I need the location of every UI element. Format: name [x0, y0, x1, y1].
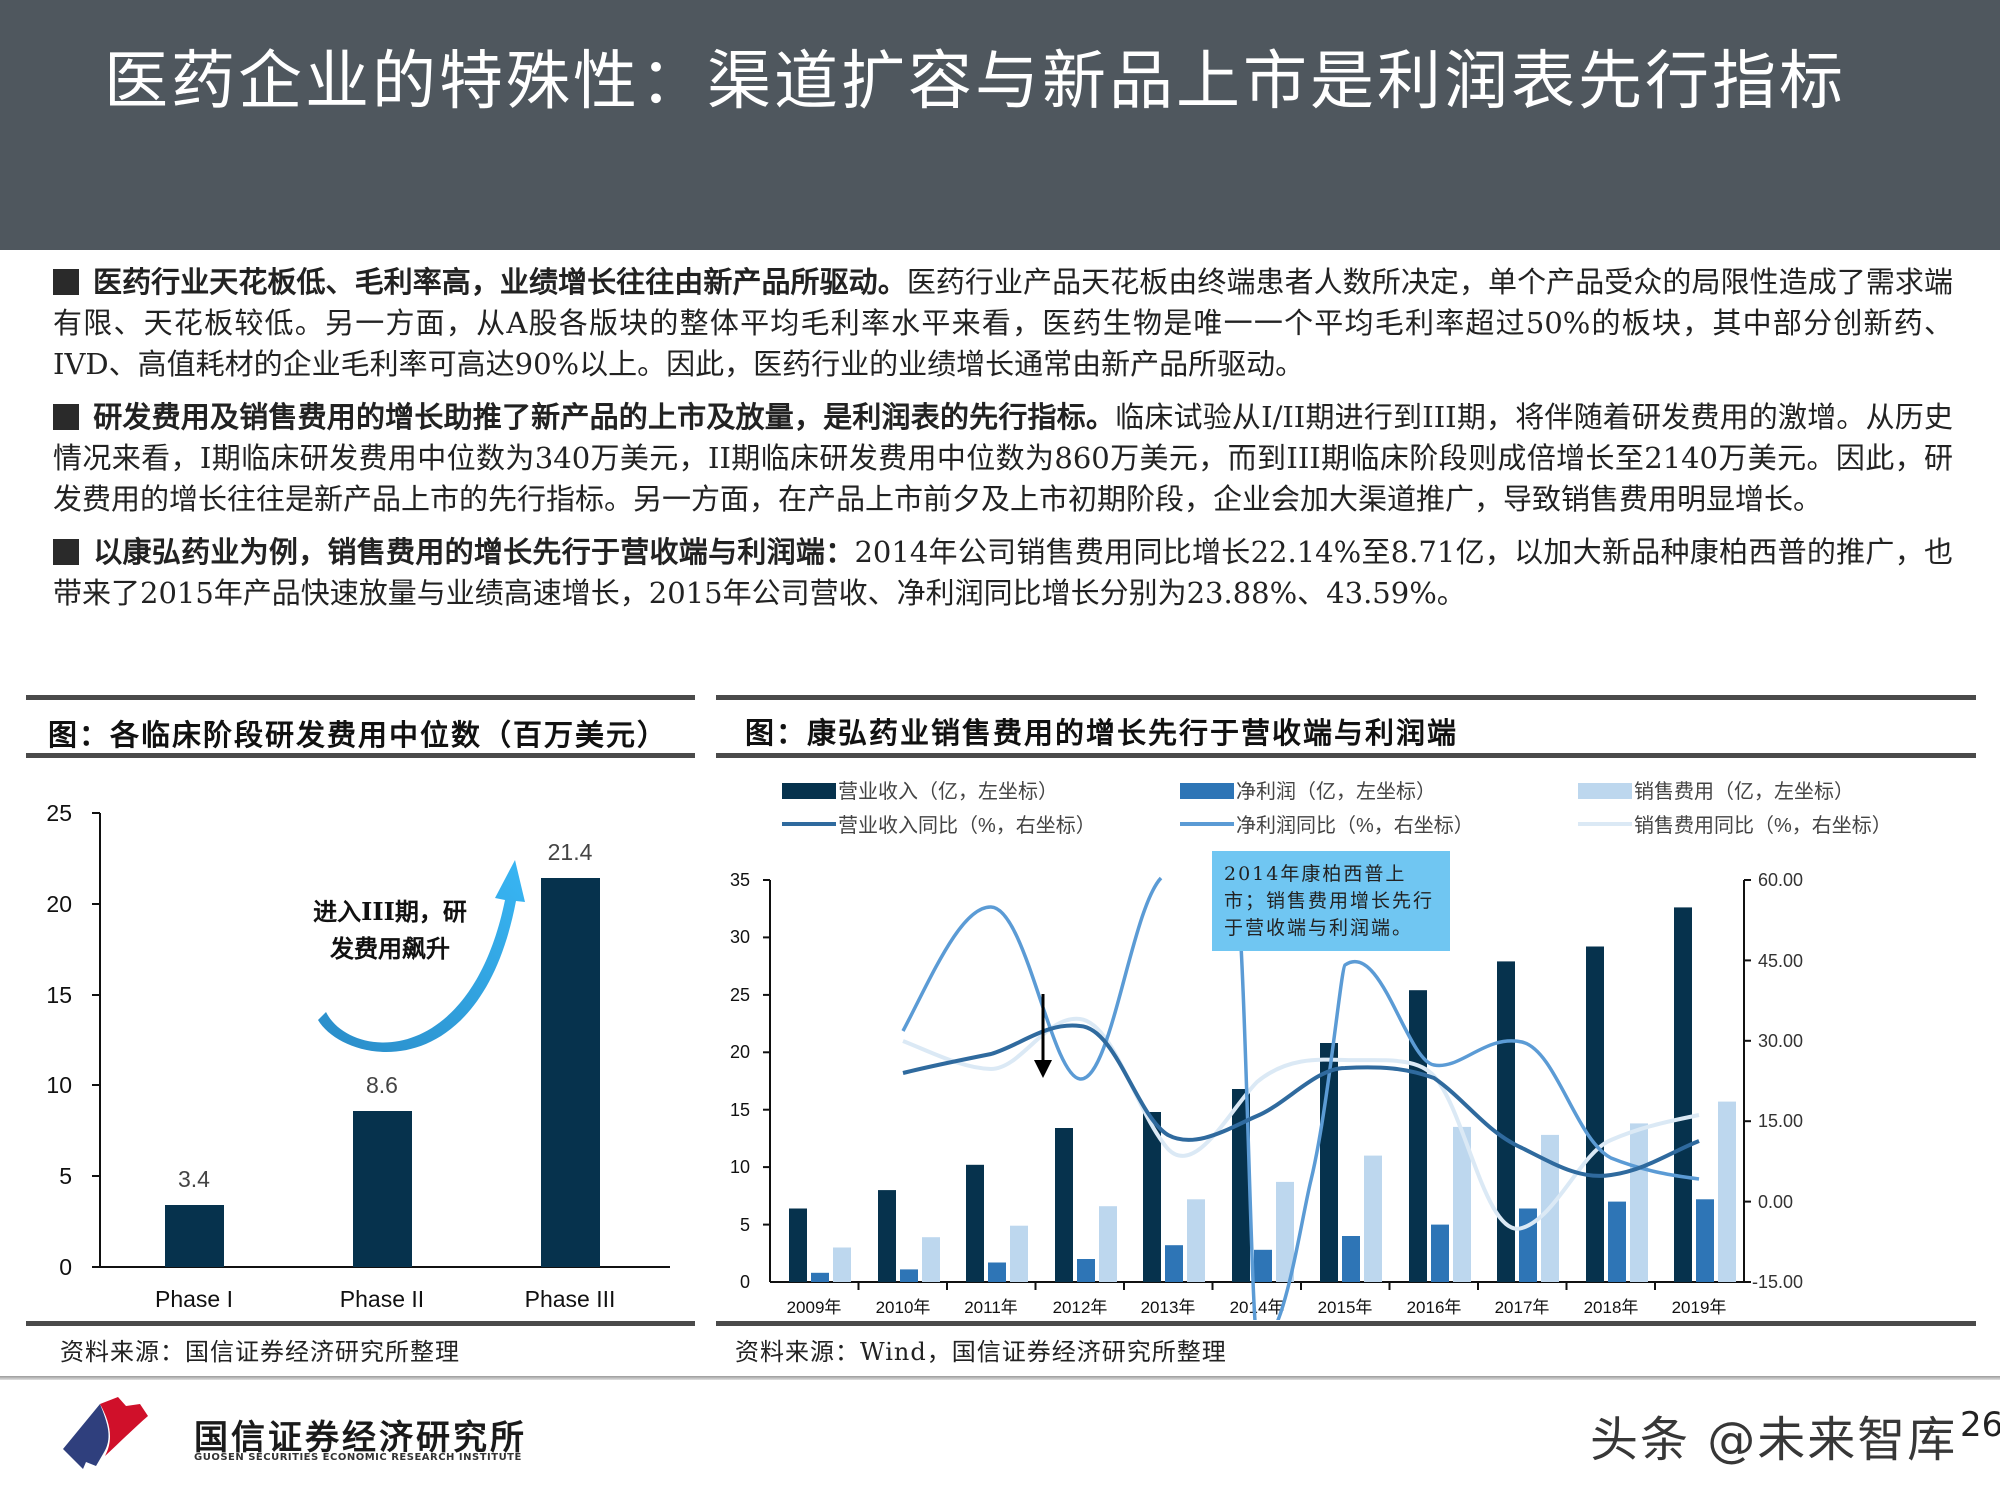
svg-text:2012年: 2012年 [1053, 1298, 1108, 1317]
rd-cost-bar-chart: 25 20 15 10 5 0 3.4 8.6 21.4 Phase I Pha… [46, 800, 670, 1312]
net-profit-yoy-line [901, 874, 1700, 1320]
square-bullet-icon [53, 539, 79, 565]
down-arrow-icon [1034, 994, 1052, 1078]
svg-text:2013年: 2013年 [1141, 1298, 1196, 1317]
paragraph-body: 医药行业产品天花板由终端患者人数所决定，单个产品受众的局限性造成了需求端有限、天… [53, 265, 1953, 381]
svg-text:-15.00: -15.00 [1752, 1272, 1803, 1292]
svg-text:5: 5 [59, 1163, 72, 1189]
left-panel-title-rule [26, 753, 695, 758]
right-y-axis [1743, 879, 1751, 1283]
watermark: 头条 @未来智库 [1590, 1412, 1958, 1468]
svg-text:30.00: 30.00 [1758, 1031, 1803, 1051]
svg-text:35: 35 [730, 870, 750, 890]
x-tick-labels: Phase I Phase II Phase III [155, 1286, 615, 1312]
svg-text:Phase III: Phase III [525, 1286, 616, 1312]
bar-phase-1 [165, 1205, 224, 1267]
paragraph-lead: 研发费用及销售费用的增长助推了新产品的上市及放量，是利润表的先行指标。 [93, 400, 1116, 434]
svg-text:2015年: 2015年 [1318, 1298, 1373, 1317]
bars [165, 878, 600, 1267]
svg-text:销售费用（亿，左坐标）: 销售费用（亿，左坐标） [1634, 780, 1854, 803]
svg-text:2016年: 2016年 [1407, 1298, 1462, 1317]
kanghong-combo-chart: 营业收入（亿，左坐标） 净利润（亿，左坐标） 销售费用（亿，左坐标） 营业收入同… [730, 780, 1892, 1320]
svg-text:营业收入同比（%，右坐标）: 营业收入同比（%，右坐标） [838, 814, 1096, 837]
svg-text:2018年: 2018年 [1584, 1298, 1639, 1317]
right-source-note: 资料来源：Wind，国信证券经济研究所整理 [735, 1338, 1227, 1366]
arrow-annotation-line2: 发费用飙升 [329, 934, 450, 963]
slide-header: 医药企业的特殊性：渠道扩容与新品上市是利润表先行指标 [0, 0, 2000, 250]
svg-text:2010年: 2010年 [876, 1298, 931, 1317]
svg-text:15.00: 15.00 [1758, 1111, 1803, 1131]
paragraph-lead: 医药行业天花板低、毛利率高，业绩增长往往由新产品所驱动。 [93, 265, 907, 299]
arrow-annotation-line1: 进入III期，研 [313, 897, 467, 926]
x-ticks [857, 1282, 1656, 1290]
logo-text-en: GUOSEN SECURITIES ECONOMIC RESEARCH INST… [194, 1452, 522, 1463]
right-panel-title-rule [716, 753, 1976, 758]
svg-text:60.00: 60.00 [1758, 870, 1803, 890]
data-labels: 3.4 8.6 21.4 [178, 839, 593, 1192]
paragraph-3: 以康弘药业为例，销售费用的增长先行于营收端与利润端：2014年公司销售费用同比增… [53, 532, 1953, 614]
svg-text:2019年: 2019年 [1672, 1298, 1727, 1317]
svg-text:2011年: 2011年 [964, 1298, 1018, 1317]
svg-text:45.00: 45.00 [1758, 951, 1803, 971]
svg-text:营业收入（亿，左坐标）: 营业收入（亿，左坐标） [838, 780, 1058, 803]
left-panel-top-rule [26, 695, 695, 700]
right-panel-top-rule [716, 695, 1976, 700]
left-y-tick-labels: 35 30 25 20 15 10 5 0 [730, 870, 750, 1292]
right-y-tick-labels: 60.00 45.00 30.00 15.00 0.00 -15.00 [1752, 870, 1803, 1292]
svg-text:2014年: 2014年 [1230, 1298, 1285, 1317]
svg-text:Phase II: Phase II [340, 1286, 424, 1312]
svg-text:8.6: 8.6 [366, 1072, 398, 1098]
left-panel-bottom-rule [26, 1321, 695, 1326]
paragraph-body: 临床试验从I/II期进行到III期，将伴随着研发费用的激增。从历史情况来看，I期… [53, 400, 1953, 516]
page-title: 医药企业的特殊性：渠道扩容与新品上市是利润表先行指标 [104, 45, 1846, 119]
svg-text:0: 0 [740, 1272, 750, 1292]
svg-text:10: 10 [46, 1072, 72, 1098]
paragraph-2: 研发费用及销售费用的增长助推了新产品的上市及放量，是利润表的先行指标。临床试验从… [53, 397, 1953, 520]
svg-text:2009年: 2009年 [787, 1298, 842, 1317]
page-number: 26 [1960, 1405, 2000, 1445]
paragraph-1: 医药行业天花板低、毛利率高，业绩增长往往由新产品所驱动。医药行业产品天花板由终端… [53, 262, 1953, 385]
right-chart-title: 图：康弘药业销售费用的增长先行于营收端与利润端 [745, 716, 1459, 750]
revenue-yoy-line [902, 1023, 1700, 1178]
svg-text:25: 25 [730, 985, 750, 1005]
sales-expense-bars [833, 1101, 1736, 1282]
svg-text:净利润（亿，左坐标）: 净利润（亿，左坐标） [1236, 780, 1436, 803]
svg-text:2017年: 2017年 [1495, 1298, 1550, 1317]
svg-text:5: 5 [740, 1215, 750, 1235]
svg-text:25: 25 [46, 800, 72, 826]
left-source-note: 资料来源：国信证券经济研究所整理 [60, 1338, 460, 1366]
svg-text:15: 15 [46, 982, 72, 1008]
svg-text:净利润同比（%，右坐标）: 净利润同比（%，右坐标） [1236, 814, 1474, 837]
svg-text:0.00: 0.00 [1758, 1192, 1793, 1212]
legend: 营业收入（亿，左坐标） 净利润（亿，左坐标） 销售费用（亿，左坐标） 营业收入同… [782, 780, 1892, 837]
logo-text-cn: 国信证券经济研究所 [194, 1418, 527, 1458]
paragraph-lead: 以康弘药业为例，销售费用的增长先行于营收端与利润端： [93, 535, 855, 569]
svg-text:20: 20 [730, 1042, 750, 1062]
svg-text:20: 20 [46, 891, 72, 917]
footer-divider [0, 1376, 2000, 1380]
left-chart-title: 图：各临床阶段研发费用中位数（百万美元） [48, 718, 669, 752]
square-bullet-icon [53, 404, 79, 430]
svg-text:3.4: 3.4 [178, 1166, 210, 1192]
annotation-callout: 2014年康柏西普上市；销售费用增长先行于营收端与利润端。 [1212, 851, 1450, 951]
svg-text:10: 10 [730, 1157, 750, 1177]
bar-phase-2 [353, 1111, 412, 1267]
guosen-logo-icon [63, 1397, 148, 1469]
square-bullet-icon [53, 269, 79, 295]
curved-arrow-icon [318, 860, 525, 1053]
y-tick-labels: 25 20 15 10 5 0 [46, 800, 72, 1280]
svg-text:0: 0 [59, 1254, 72, 1280]
paragraph-body: 2014年公司销售费用同比增长22.14%至8.71亿，以加大新品种康柏西普的推… [53, 535, 1953, 610]
net-profit-bars [811, 1199, 1714, 1282]
svg-text:21.4: 21.4 [548, 839, 593, 865]
body-text: 医药行业天花板低、毛利率高，业绩增长往往由新产品所驱动。医药行业产品天花板由终端… [53, 262, 1953, 626]
svg-text:30: 30 [730, 927, 750, 947]
bar-phase-3 [541, 878, 600, 1267]
right-panel-bottom-rule [716, 1321, 1976, 1326]
svg-text:15: 15 [730, 1100, 750, 1120]
svg-text:Phase I: Phase I [155, 1286, 233, 1312]
svg-text:销售费用同比（%，右坐标）: 销售费用同比（%，右坐标） [1634, 814, 1892, 837]
x-tick-labels: 2009年 2010年 2011年 2012年 2013年 2014年 2015… [787, 1298, 1727, 1317]
